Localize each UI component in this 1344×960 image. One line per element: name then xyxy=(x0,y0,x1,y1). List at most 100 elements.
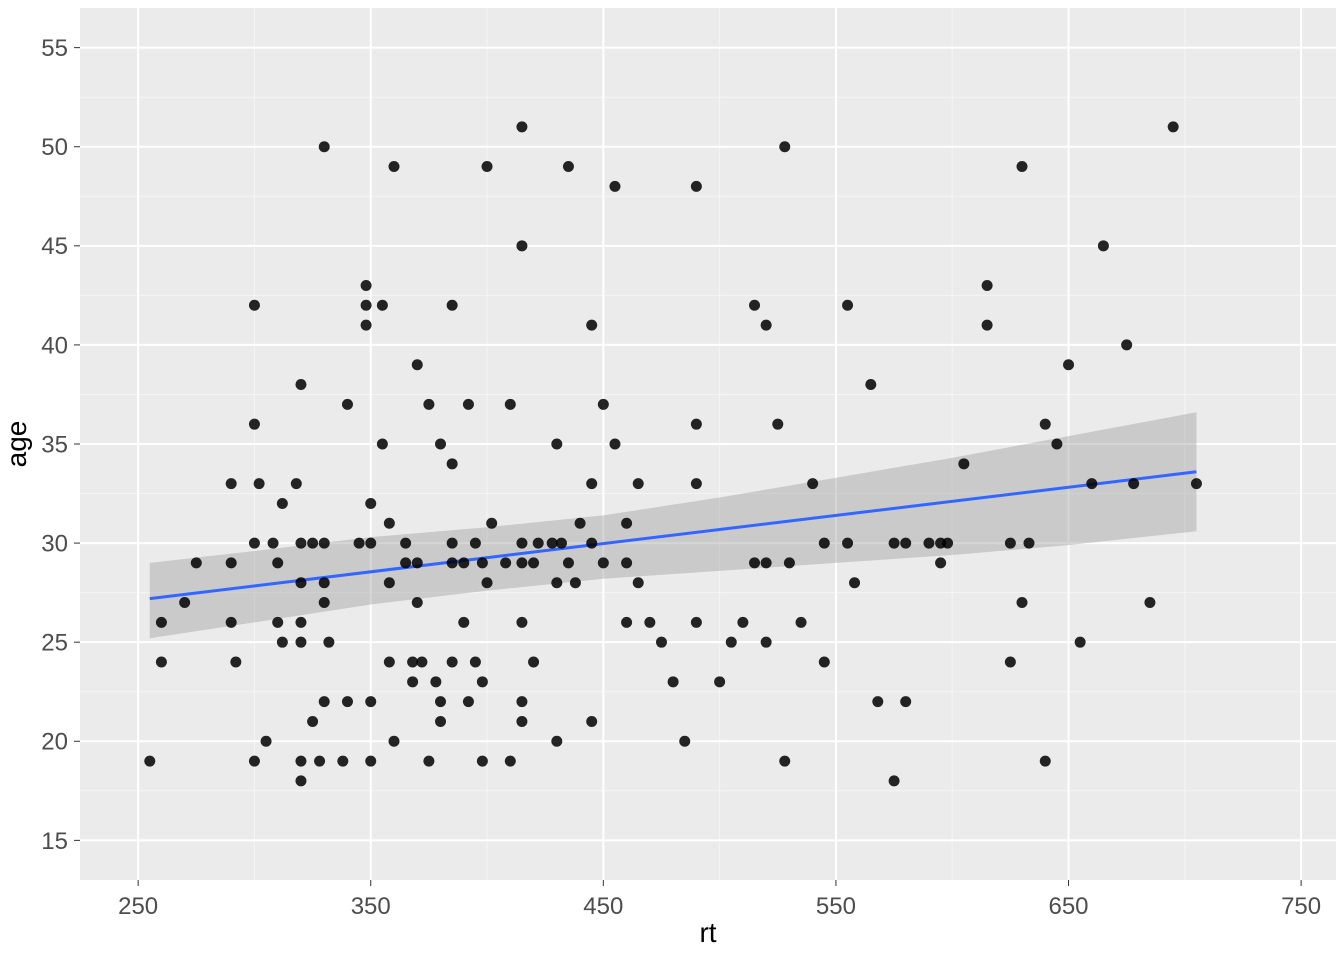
data-point xyxy=(447,458,458,469)
data-point xyxy=(191,557,202,568)
data-point xyxy=(609,439,620,450)
data-point xyxy=(807,478,818,489)
data-point xyxy=(516,617,527,628)
data-point xyxy=(761,557,772,568)
data-point xyxy=(609,181,620,192)
data-point xyxy=(319,538,330,549)
data-point xyxy=(500,557,511,568)
data-point xyxy=(342,399,353,410)
data-point xyxy=(749,557,760,568)
data-point xyxy=(295,756,306,767)
data-point xyxy=(314,756,325,767)
data-point xyxy=(144,756,155,767)
data-point xyxy=(644,617,655,628)
data-point xyxy=(621,617,632,628)
data-point xyxy=(430,676,441,687)
data-point xyxy=(365,756,376,767)
data-point xyxy=(1098,240,1109,251)
data-point xyxy=(842,538,853,549)
data-point xyxy=(458,617,469,628)
data-point xyxy=(923,538,934,549)
data-point xyxy=(249,419,260,430)
data-point xyxy=(295,538,306,549)
data-point xyxy=(900,696,911,707)
data-point xyxy=(551,736,562,747)
data-point xyxy=(277,637,288,648)
data-point xyxy=(1086,478,1097,489)
data-point xyxy=(1075,637,1086,648)
data-point xyxy=(365,538,376,549)
data-point xyxy=(477,756,488,767)
data-point xyxy=(528,557,539,568)
data-point xyxy=(319,577,330,588)
data-point xyxy=(516,121,527,132)
data-point xyxy=(784,557,795,568)
data-point xyxy=(463,696,474,707)
data-point xyxy=(416,657,427,668)
data-point xyxy=(295,379,306,390)
data-point xyxy=(307,716,318,727)
data-point xyxy=(1121,339,1132,350)
x-tick-label: 750 xyxy=(1281,893,1321,920)
data-point xyxy=(1128,478,1139,489)
data-point xyxy=(900,538,911,549)
y-tick-label: 35 xyxy=(41,431,68,458)
data-point xyxy=(156,617,167,628)
data-point xyxy=(179,597,190,608)
data-point xyxy=(889,538,900,549)
data-point xyxy=(226,557,237,568)
scatter-chart: 250350450550650750152025303540455055rtag… xyxy=(0,0,1344,960)
data-point xyxy=(528,657,539,668)
data-point xyxy=(319,696,330,707)
y-tick-label: 50 xyxy=(41,134,68,161)
data-point xyxy=(679,736,690,747)
data-point xyxy=(435,716,446,727)
data-point xyxy=(563,557,574,568)
data-point xyxy=(1005,657,1016,668)
data-point xyxy=(249,538,260,549)
data-point xyxy=(872,696,883,707)
data-point xyxy=(556,538,567,549)
data-point xyxy=(323,637,334,648)
data-point xyxy=(633,478,644,489)
data-point xyxy=(458,557,469,568)
data-point xyxy=(737,617,748,628)
data-point xyxy=(1005,538,1016,549)
data-point xyxy=(291,478,302,489)
data-point xyxy=(226,478,237,489)
data-point xyxy=(586,320,597,331)
data-point xyxy=(691,181,702,192)
data-point xyxy=(586,716,597,727)
y-tick-label: 20 xyxy=(41,729,68,756)
data-point xyxy=(447,557,458,568)
data-point xyxy=(849,577,860,588)
data-point xyxy=(865,379,876,390)
y-tick-label: 15 xyxy=(41,828,68,855)
data-point xyxy=(354,538,365,549)
data-point xyxy=(226,617,237,628)
data-point xyxy=(447,538,458,549)
data-point xyxy=(796,617,807,628)
x-tick-label: 450 xyxy=(583,893,623,920)
data-point xyxy=(726,637,737,648)
data-point xyxy=(533,538,544,549)
data-point xyxy=(551,439,562,450)
data-point xyxy=(1191,478,1202,489)
data-point xyxy=(691,478,702,489)
x-tick-label: 350 xyxy=(351,893,391,920)
x-axis-title: rt xyxy=(699,917,716,948)
data-point xyxy=(412,597,423,608)
data-point xyxy=(621,518,632,529)
y-tick-label: 30 xyxy=(41,530,68,557)
data-point xyxy=(575,518,586,529)
data-point xyxy=(272,557,283,568)
data-point xyxy=(779,756,790,767)
data-point xyxy=(1017,161,1028,172)
data-point xyxy=(1023,538,1034,549)
data-point xyxy=(377,300,388,311)
x-tick-label: 250 xyxy=(118,893,158,920)
data-point xyxy=(1040,756,1051,767)
data-point xyxy=(249,756,260,767)
data-point xyxy=(889,775,900,786)
data-point xyxy=(505,399,516,410)
